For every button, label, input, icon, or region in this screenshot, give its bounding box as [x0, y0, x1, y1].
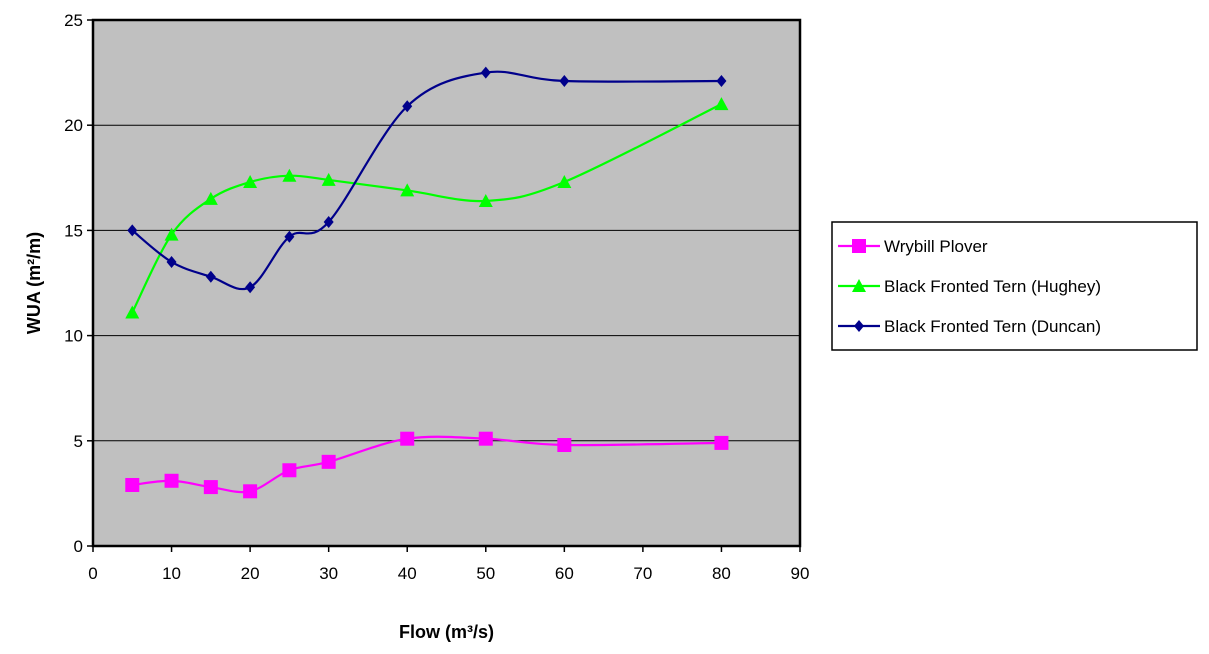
data-point: [243, 175, 258, 189]
data-point: [557, 175, 572, 189]
x-tick-label: 0: [88, 564, 97, 583]
x-tick-label: 80: [712, 564, 731, 583]
data-point: [557, 438, 572, 453]
y-tick-label: 5: [74, 432, 83, 451]
data-point: [400, 183, 415, 197]
data-point: [400, 431, 415, 446]
data-point: [164, 227, 179, 241]
data-point: [714, 435, 729, 450]
data-point: [282, 168, 297, 182]
x-tick-label: 90: [791, 564, 810, 583]
series-0: [125, 431, 729, 499]
data-point: [716, 75, 727, 88]
legend: Wrybill Plover Black Fronted Tern (Hughey…: [831, 221, 1198, 351]
y-tick-label: 10: [64, 327, 83, 346]
legend-marker: [854, 320, 864, 332]
series-group: [125, 66, 729, 499]
plot-area: [91, 18, 802, 548]
legend-label: Black Fronted Tern (Duncan): [884, 317, 1101, 336]
data-point: [323, 215, 334, 228]
legend-marker: [852, 279, 866, 292]
data-point: [203, 480, 218, 495]
legend-marker: [852, 239, 866, 253]
x-tick-label: 30: [319, 564, 338, 583]
plot-border: [91, 18, 802, 548]
data-point: [480, 66, 491, 79]
data-point: [714, 97, 729, 111]
series-1: [125, 97, 729, 319]
data-point: [282, 463, 297, 478]
data-point: [125, 477, 140, 492]
data-point: [125, 305, 140, 319]
x-tick-label: 40: [398, 564, 417, 583]
legend-box: [831, 221, 1198, 351]
data-point: [284, 230, 295, 243]
y-tick-label: 20: [64, 116, 83, 135]
series-2: [127, 66, 727, 294]
plot-background: [93, 20, 800, 546]
data-point: [478, 193, 493, 207]
data-point: [559, 75, 570, 88]
data-point: [321, 454, 336, 469]
data-point: [166, 255, 177, 268]
axes: 0 5 10 15 20 25 0 10 20 30 40 50 60 70 80 90 Flow (m³/s)…: [24, 11, 809, 642]
y-tick-label: 15: [64, 221, 83, 240]
y-tick-label: 25: [64, 11, 83, 30]
y-axis-title: WUA (m²/m): [24, 232, 44, 334]
y-tick-label: 0: [74, 537, 83, 556]
x-tick-label: 20: [241, 564, 260, 583]
data-point: [402, 100, 413, 113]
data-point: [321, 172, 336, 186]
x-tick-label: 10: [162, 564, 181, 583]
data-point: [127, 224, 138, 237]
legend-label: Wrybill Plover: [884, 237, 988, 256]
data-point: [205, 270, 216, 283]
x-tick-label: 50: [476, 564, 495, 583]
data-point: [245, 281, 256, 294]
x-tick-label: 60: [555, 564, 574, 583]
x-axis-title: Flow (m³/s): [399, 622, 494, 642]
data-point: [478, 431, 493, 446]
x-tick-label: 70: [633, 564, 652, 583]
data-point: [164, 473, 179, 488]
legend-label: Black Fronted Tern (Hughey): [884, 277, 1101, 296]
data-point: [203, 191, 218, 205]
data-point: [243, 484, 258, 499]
